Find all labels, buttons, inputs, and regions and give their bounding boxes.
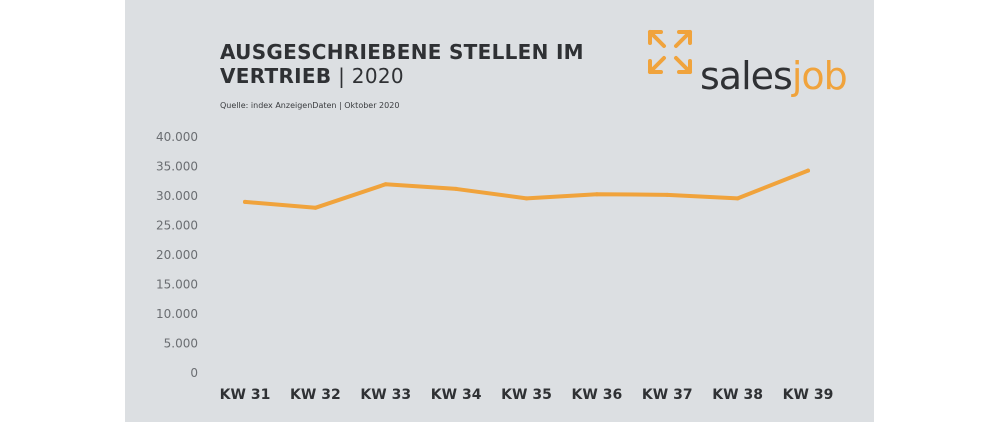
x-tick-label: KW 34 — [431, 387, 482, 403]
x-tick-label: KW 33 — [360, 387, 411, 403]
source-note: Quelle: index AnzeigenDaten | Oktober 20… — [220, 101, 400, 110]
y-tick-label: 25.000 — [156, 219, 198, 233]
data-point — [313, 205, 318, 210]
y-tick-label: 30.000 — [156, 189, 198, 203]
logo-wordmark: salesjob — [700, 54, 848, 98]
x-tick-label: KW 31 — [220, 387, 271, 403]
title-main: AUSGESCHRIEBENE STELLEN IM VERTRIEB — [220, 40, 584, 88]
x-axis: KW 31 KW 32 KW 33 KW 34 KW 35 KW 36 KW 37 KW 38… — [220, 387, 834, 403]
logo-part-sales: sales — [700, 54, 793, 98]
chart-panel: AUSGESCHRIEBENE STELLEN IM VERTRIEB | 20… — [125, 0, 874, 422]
title-separator: | — [331, 64, 352, 88]
data-point — [524, 196, 529, 201]
y-tick-label: 5.000 — [164, 337, 198, 351]
arrows-out-icon — [648, 30, 692, 74]
x-tick-label: KW 39 — [783, 387, 834, 403]
x-tick-label: KW 38 — [712, 387, 763, 403]
data-point — [383, 182, 388, 187]
y-tick-label: 10.000 — [156, 307, 198, 321]
data-point — [243, 199, 247, 204]
data-point — [735, 196, 740, 201]
x-tick-label: KW 37 — [642, 387, 693, 403]
y-tick-label: 20.000 — [156, 248, 198, 262]
data-point — [594, 192, 599, 197]
data-point — [806, 168, 810, 173]
x-tick-label: KW 35 — [501, 387, 552, 403]
plot-area — [243, 168, 810, 210]
logo-part-job: job — [791, 54, 848, 98]
x-tick-label: KW 32 — [290, 387, 341, 403]
y-tick-label: 35.000 — [156, 160, 198, 174]
x-tick-label: KW 36 — [572, 387, 623, 403]
y-tick-label: 15.000 — [156, 278, 198, 292]
salesjob-logo: salesjob — [640, 24, 855, 104]
y-tick-label: 40.000 — [156, 130, 198, 144]
y-axis: 0 5.000 10.000 15.000 20.000 25.000 30.000 35.0… — [156, 130, 198, 380]
y-tick-label: 0 — [190, 366, 198, 380]
title-year: 2020 — [351, 64, 404, 88]
series-line — [243, 168, 810, 210]
chart-title: AUSGESCHRIEBENE STELLEN IM VERTRIEB | 20… — [220, 40, 640, 88]
data-point — [665, 192, 670, 197]
data-point — [454, 186, 459, 191]
